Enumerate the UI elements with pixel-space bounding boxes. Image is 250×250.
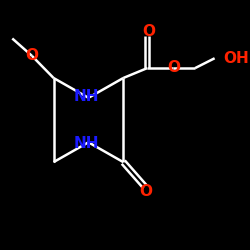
Text: O: O (167, 60, 180, 75)
Text: NH: NH (74, 89, 99, 104)
Text: OH: OH (223, 51, 249, 66)
Text: NH: NH (74, 136, 99, 151)
Text: O: O (25, 48, 38, 63)
Text: O: O (142, 24, 155, 39)
Text: O: O (140, 184, 152, 199)
